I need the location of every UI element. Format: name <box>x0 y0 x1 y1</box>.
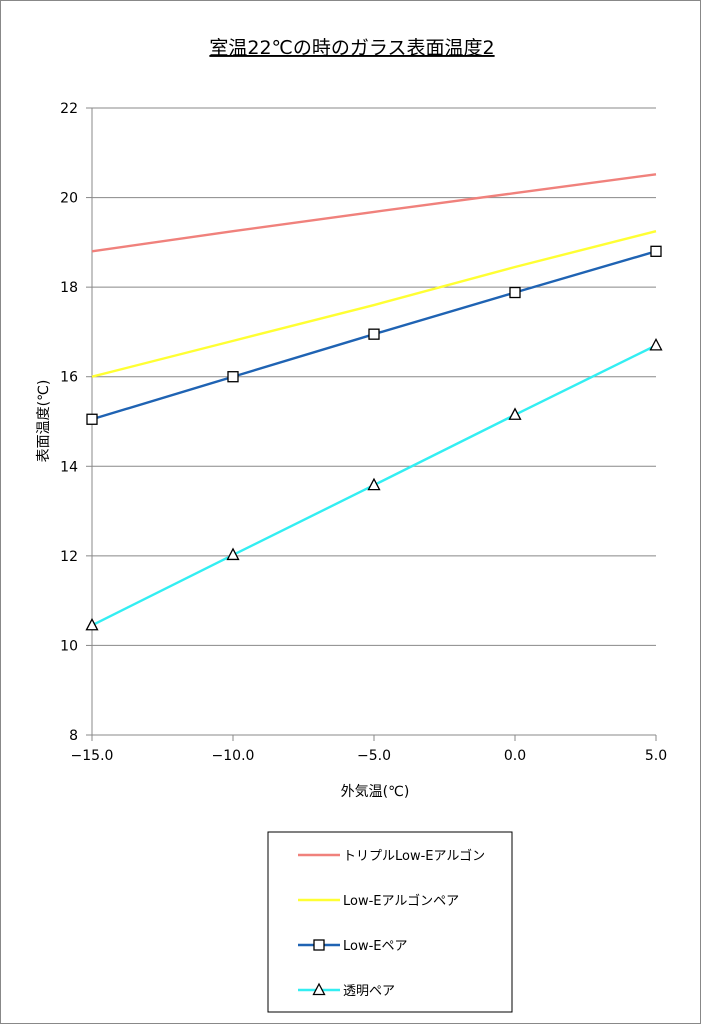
legend-marker-3 <box>313 939 325 951</box>
legend-box <box>267 831 513 1013</box>
axes <box>86 107 657 741</box>
data-point-4-5 <box>649 337 663 351</box>
x-tick-label: −5.0 <box>357 748 391 764</box>
data-point-3-2 <box>227 371 239 383</box>
legend-marker-4 <box>312 982 326 996</box>
series-markers <box>85 245 663 631</box>
x-tick-label: −10.0 <box>212 748 255 764</box>
x-tick-labels: −15.0 −10.0 −5.0 0.0 5.0 <box>71 748 668 764</box>
y-tick-label: 12 <box>60 549 78 565</box>
x-axis-title: 外気温(℃) <box>341 784 410 800</box>
data-point-4-4 <box>508 407 522 420</box>
y-axis-title: 表面温度(℃) <box>36 380 52 463</box>
series-line-1 <box>91 173 657 253</box>
y-tick-label: 20 <box>60 191 78 207</box>
data-point-4-3 <box>367 477 381 491</box>
legend-label-4: 透明ペア <box>343 984 395 999</box>
legend-label-1: トリプルLow-Eアルゴン <box>343 848 485 864</box>
y-tick-label: 10 <box>60 638 78 654</box>
x-tick-label: 5.0 <box>645 748 667 764</box>
series-lines <box>91 173 657 627</box>
chart-title: 室温22℃の時のガラス表面温度2 <box>209 37 494 59</box>
x-tick-label: −15.0 <box>71 748 114 764</box>
data-point-3-4 <box>509 286 521 299</box>
data-point-4-2 <box>226 547 240 561</box>
y-tick-label: 18 <box>60 280 78 296</box>
y-tick-label: 16 <box>60 370 78 386</box>
gridlines <box>92 107 656 646</box>
data-point-3-3 <box>368 328 380 340</box>
y-tick-label: 22 <box>60 101 78 117</box>
legend-label-3: Low-Eペア <box>343 939 408 954</box>
legend-label-2: Low-Eアルゴンペア <box>343 893 459 909</box>
y-tick-label: 14 <box>60 459 78 475</box>
data-point-3-5 <box>650 245 662 257</box>
data-point-3-1 <box>86 413 98 425</box>
y-tick-label: 8 <box>69 728 78 744</box>
series-line-2 <box>91 229 657 378</box>
x-tick-label: 0.0 <box>504 748 526 764</box>
y-tick-labels: 8 10 12 14 16 18 20 22 <box>60 101 78 744</box>
data-point-4-1 <box>85 617 99 631</box>
